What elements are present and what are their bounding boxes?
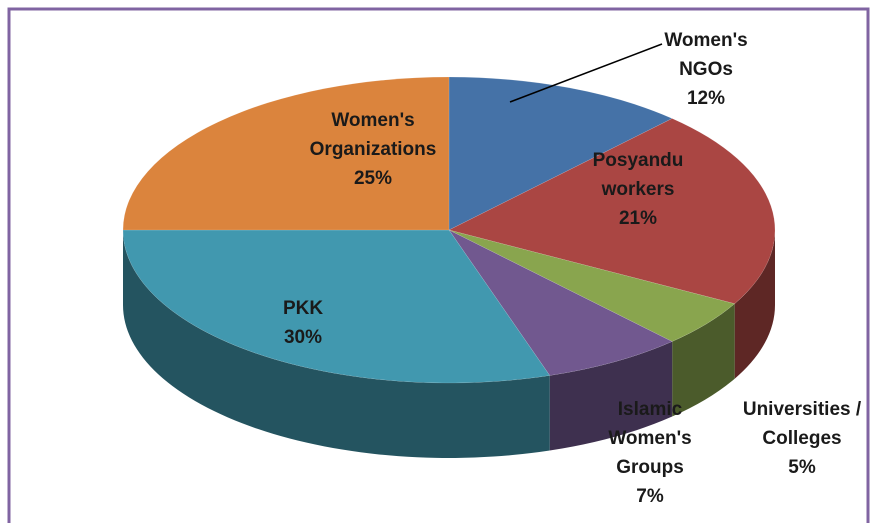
leader-line	[509, 43, 663, 103]
value-label: 25%	[353, 168, 393, 189]
data-label: Women's NGOs 12%	[656, 26, 756, 113]
data-label: Universities / Colleges 5%	[727, 395, 876, 482]
value-label: 7%	[636, 486, 664, 507]
slice	[448, 229, 673, 376]
category-label: Posyandu workers	[592, 150, 684, 200]
value-label: 30%	[283, 327, 323, 348]
frame	[7, 7, 870, 523]
slice	[122, 229, 551, 384]
category-label: Women's Organizations	[309, 110, 437, 160]
slice-side	[122, 230, 550, 458]
category-label: Universities / Colleges	[742, 399, 862, 449]
value-label: 5%	[788, 457, 816, 478]
slice	[448, 76, 673, 231]
data-label: PKK 30%	[243, 294, 363, 352]
slice-side	[734, 230, 776, 379]
slice	[448, 229, 736, 342]
slice-side	[549, 341, 673, 451]
value-label: 12%	[686, 88, 726, 109]
category-label: PKK	[282, 298, 324, 319]
data-label: Posyandu workers 21%	[573, 146, 703, 233]
pie	[122, 76, 776, 458]
category-label: Islamic Women's Groups	[608, 399, 692, 478]
data-label: Islamic Women's Groups 7%	[600, 395, 700, 511]
slice	[122, 76, 450, 231]
value-label: 21%	[618, 208, 658, 229]
category-label: Women's NGOs	[664, 30, 748, 80]
slice	[448, 118, 776, 304]
slice-side	[672, 303, 735, 417]
data-label: Women's Organizations 25%	[293, 106, 453, 193]
